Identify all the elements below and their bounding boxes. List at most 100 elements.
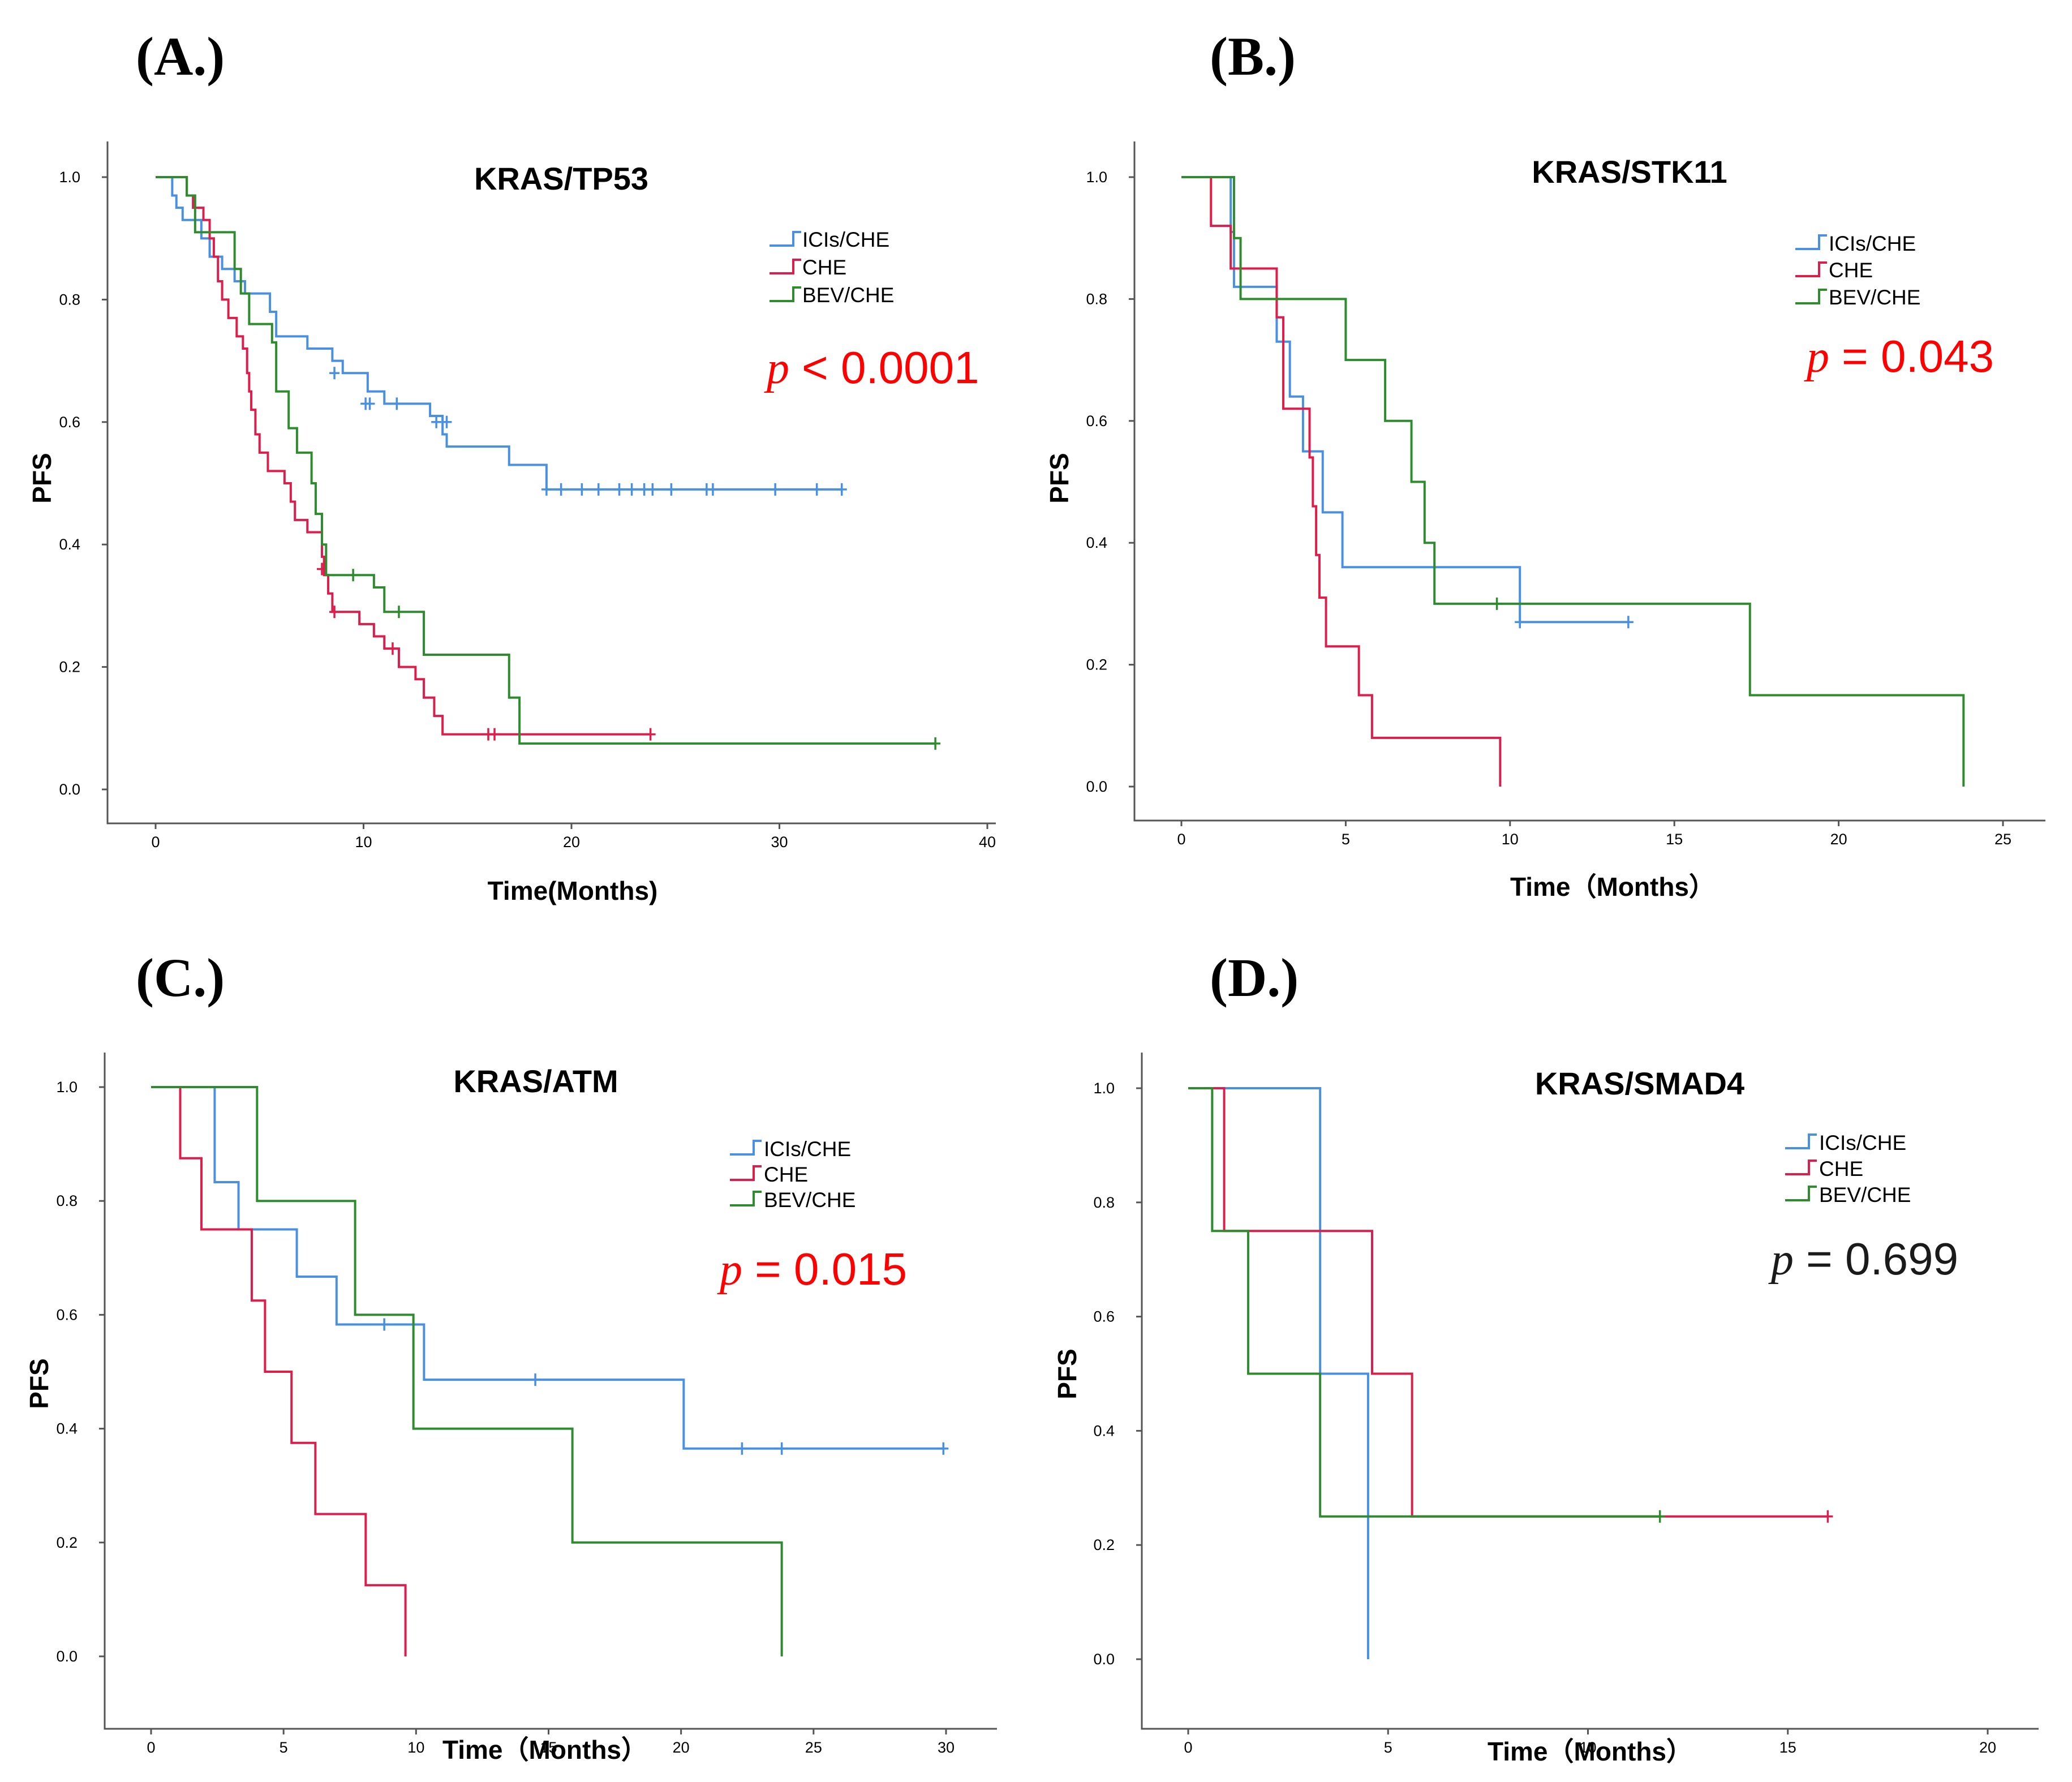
legend-swatch <box>1785 1186 1817 1201</box>
y-tick-label: 1.0 <box>1086 169 1107 186</box>
km-curve-icis-che <box>151 1086 944 1450</box>
x-axis-label: Time（Months） <box>442 1735 647 1764</box>
legend-label: ICIs/CHE <box>1819 1131 1906 1154</box>
censor-mark <box>392 397 402 410</box>
legend-swatch <box>1795 234 1827 250</box>
x-tick-label: 30 <box>938 1739 955 1756</box>
legend-label: CHE <box>1819 1157 1863 1180</box>
censor-mark <box>1654 1510 1665 1523</box>
censor-mark <box>593 483 604 496</box>
km-curve-che <box>1188 1087 1828 1518</box>
legend-label: ICIs/CHE <box>802 228 889 251</box>
censor-mark <box>647 483 658 496</box>
p-value: p < 0.0001 <box>764 342 979 393</box>
chart-title: KRAS/STK11 <box>1532 154 1727 190</box>
censor-mark <box>1623 616 1633 629</box>
p-value: p = 0.043 <box>1804 331 1994 382</box>
p-symbol: p <box>1768 1235 1794 1285</box>
censor-mark <box>836 483 847 496</box>
chart-title: KRAS/SMAD4 <box>1535 1066 1744 1101</box>
legend-label: ICIs/CHE <box>764 1137 851 1161</box>
y-tick-label: 0.6 <box>1093 1308 1115 1325</box>
censor-mark <box>770 483 781 496</box>
legend: ICIs/CHE CHE BEV/CHE <box>1819 1131 1911 1206</box>
x-tick-label: 10 <box>1502 831 1519 848</box>
km-curve-che <box>1181 176 1502 787</box>
x-tick-label: 30 <box>771 834 788 851</box>
plot-area: 0.0 0.2 0.4 0.6 0.8 1.0 0 5 10 15 20 25 <box>1086 141 2045 848</box>
chart-title: KRAS/ATM <box>453 1063 618 1099</box>
km-curve-bev-che <box>1181 176 1965 787</box>
km-curve-icis-che <box>156 176 842 491</box>
censor-mark <box>666 483 677 496</box>
x-tick-label: 10 <box>407 1739 424 1756</box>
p-symbol: p <box>717 1245 742 1295</box>
x-tick-label: 25 <box>1994 831 2011 848</box>
km-curve-bev-che <box>1188 1087 1660 1518</box>
y-tick-label: 0.0 <box>1086 778 1107 795</box>
censor-mark <box>530 1373 541 1386</box>
axis-frame <box>104 1053 997 1730</box>
p-symbol: p <box>764 343 789 393</box>
legend-label: CHE <box>764 1163 808 1186</box>
censor-mark <box>541 483 552 496</box>
y-tick-label: 0.2 <box>1093 1536 1115 1553</box>
y-axis-label: PFS <box>24 1358 54 1409</box>
legend-swatch <box>770 286 801 302</box>
x-tick-label: 10 <box>355 834 372 851</box>
panel-label: (D.) <box>1210 947 1299 1008</box>
axis-frame <box>106 141 996 825</box>
x-tick-label: 0 <box>1184 1739 1192 1756</box>
x-tick-label: 0 <box>151 834 160 851</box>
y-tick-label: 0.0 <box>1093 1651 1115 1668</box>
y-tick-label: 0.8 <box>1093 1194 1115 1211</box>
censor-mark <box>379 1318 390 1331</box>
x-tick-label: 10 <box>1579 1739 1596 1756</box>
censor-mark <box>556 483 566 496</box>
axis-frame <box>1141 1053 2039 1730</box>
x-tick-label: 0 <box>147 1739 155 1756</box>
panel-c: (C.) KRAS/ATM Time（Months） PFS ICIs/CHE … <box>24 947 997 1764</box>
y-tick-label: 0.4 <box>1086 534 1107 551</box>
km-curve-bev-che <box>151 1086 783 1656</box>
x-tick-label: 20 <box>563 834 580 851</box>
censor-mark <box>577 483 587 496</box>
panel-d: (D.) KRAS/SMAD4 Time（Months） PFS ICIs/CH… <box>1052 947 2039 1766</box>
panel-label: (C.) <box>136 947 225 1008</box>
p-symbol: p <box>1804 332 1829 382</box>
legend: ICIs/CHE CHE BEV/CHE <box>764 1137 856 1212</box>
legend-label: CHE <box>802 256 846 279</box>
censor-mark <box>441 415 452 428</box>
legend-swatch <box>1795 261 1827 277</box>
y-tick-label: 0.4 <box>56 1420 78 1437</box>
panel-label: (B.) <box>1210 26 1296 87</box>
legend-label: BEV/CHE <box>802 284 894 307</box>
censor-mark <box>1491 597 1502 610</box>
censor-mark <box>329 367 340 380</box>
y-tick-label: 0.6 <box>59 414 80 431</box>
x-tick-label: 15 <box>1779 1739 1796 1756</box>
censor-mark <box>737 1442 747 1455</box>
legend-swatch <box>1785 1133 1817 1149</box>
y-tick-label: 0.4 <box>1093 1422 1115 1439</box>
legend-swatch <box>1795 289 1827 304</box>
y-tick-label: 0.6 <box>1086 413 1107 430</box>
censor-mark <box>1822 1510 1833 1523</box>
legend: ICIs/CHE CHE BEV/CHE <box>1829 232 1920 309</box>
x-tick-label: 5 <box>1384 1739 1392 1756</box>
chart-title: KRAS/TP53 <box>474 161 648 196</box>
p-value: p = 0.699 <box>1768 1234 1958 1285</box>
y-tick-label: 0.4 <box>59 536 80 553</box>
legend-label: BEV/CHE <box>1829 286 1920 309</box>
legend-label: CHE <box>1829 259 1873 282</box>
y-tick-label: 0.8 <box>59 291 80 308</box>
y-tick-label: 0.0 <box>59 781 80 798</box>
y-tick-label: 0.8 <box>56 1192 78 1209</box>
axis-frame <box>1133 141 2045 822</box>
panel-a: (A.) KRAS/TP53 Time(Months) PFS ICIs/CHE… <box>27 26 996 905</box>
legend: ICIs/CHE CHE BEV/CHE <box>802 228 894 307</box>
x-tick-label: 20 <box>1830 831 1847 848</box>
censor-mark <box>489 728 500 741</box>
x-axis-label: Time(Months) <box>488 876 658 905</box>
